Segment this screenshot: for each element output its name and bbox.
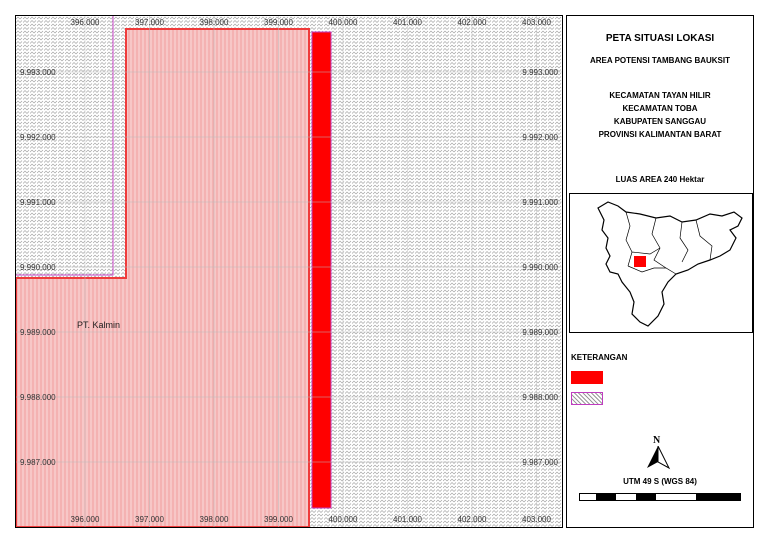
y-label-right: 9.993.000 (522, 68, 558, 77)
scale-bar (579, 493, 741, 501)
x-label-top: 398.000 (200, 18, 229, 27)
map-subtitle: AREA POTENSI TAMBANG BAUKSIT (590, 56, 730, 65)
y-label-left: 9.990.000 (20, 263, 56, 272)
y-label-left: 9.987.000 (20, 458, 56, 467)
x-label-bottom: 399.000 (264, 515, 293, 524)
area-size: LUAS AREA 240 Hektar (615, 175, 705, 184)
y-label-right: 9.988.000 (522, 393, 558, 402)
x-label-top: 401.000 (393, 18, 422, 27)
hatch-boundary (16, 16, 114, 276)
x-label-top: 400.000 (329, 18, 358, 27)
location-line-1: KECAMATAN TAYAN HILIR (609, 91, 711, 100)
location-line-3: KABUPATEN SANGGAU (613, 117, 707, 126)
x-label-bottom: 402.000 (458, 515, 487, 524)
y-label-right: 9.992.000 (522, 133, 558, 142)
y-label-left: 9.988.000 (20, 393, 56, 402)
y-label-right: 9.989.000 (522, 328, 558, 337)
map-canvas[interactable]: 396.000 396.000 397.000 397.000 398.000 398.0… (16, 16, 562, 527)
x-label-top: 397.000 (135, 18, 164, 27)
y-label-left: 9.991.000 (20, 198, 56, 207)
y-label-left: 9.992.000 (20, 133, 56, 142)
kalimantan-barat-outline (597, 201, 743, 327)
y-label-left: 9.989.000 (20, 328, 56, 337)
north-arrow: N (645, 435, 671, 471)
map-info-panel: PETA SITUASI LOKASI AREA POTENSI TAMBANG… (566, 15, 754, 528)
map-title: PETA SITUASI LOKASI (605, 33, 715, 44)
y-label-left: 9.993.000 (20, 68, 56, 77)
x-label-bottom: 401.000 (393, 515, 422, 524)
x-label-bottom: 396.000 (71, 515, 100, 524)
y-label-right: 9.991.000 (522, 198, 558, 207)
x-label-top: 403.000 (522, 18, 551, 27)
location-line-2: KECAMATAN TOBA (622, 104, 698, 113)
x-label-bottom: 400.000 (329, 515, 358, 524)
map-frame[interactable]: 396.000 396.000 397.000 397.000 398.000 398.0… (15, 15, 563, 528)
legend-swatch-hatch (571, 392, 603, 405)
coordinate-labels: 396.000 396.000 397.000 397.000 398.000 398.0… (20, 18, 559, 524)
legend-title: KETERANGAN (571, 353, 628, 362)
x-label-top: 396.000 (71, 18, 100, 27)
north-arrow-icon (647, 446, 671, 470)
coordinate-grid (16, 16, 562, 527)
location-line-4: PROVINSI KALIMANTAN BARAT (598, 130, 722, 139)
concession-label: PT. Kalmin (77, 320, 121, 330)
location-marker (634, 256, 646, 267)
concession-area[interactable] (16, 28, 310, 527)
x-label-top: 402.000 (458, 18, 487, 27)
north-letter: N (653, 435, 661, 446)
projection-label: UTM 49 S (WGS 84) (623, 477, 697, 486)
inset-map[interactable] (569, 193, 753, 333)
x-label-bottom: 398.000 (200, 515, 229, 524)
x-label-bottom: 403.000 (522, 515, 551, 524)
y-label-right: 9.990.000 (522, 263, 558, 272)
legend-swatch-target (571, 371, 603, 384)
x-label-top: 399.000 (264, 18, 293, 27)
target-area[interactable] (311, 31, 332, 509)
x-label-bottom: 397.000 (135, 515, 164, 524)
y-label-right: 9.987.000 (522, 458, 558, 467)
